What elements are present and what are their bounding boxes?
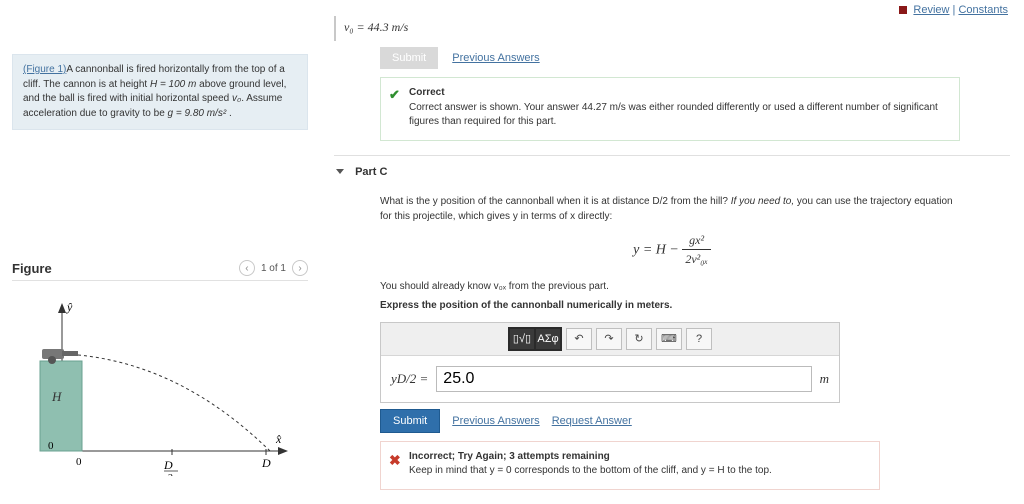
figure-link[interactable]: (Figure 1) (23, 64, 66, 75)
templates-button[interactable]: ▯√▯ (509, 328, 535, 350)
help-button[interactable]: ? (686, 328, 712, 350)
error-title: Incorrect; Try Again; 3 attempts remaini… (409, 450, 869, 465)
label-d-half: D (163, 458, 173, 472)
keyboard-button[interactable]: ⌨ (656, 328, 682, 350)
eq-den: 2v²₀ₓ (682, 250, 711, 269)
symbols-button[interactable]: ΑΣφ (535, 328, 561, 350)
undo-button[interactable]: ↶ (566, 328, 592, 350)
top-links: Review | Constants (899, 4, 1008, 16)
answer-panel: ▯√▯ ΑΣφ ↶ ↷ ↻ ⌨ ? yD/2 = m (380, 322, 840, 403)
part-c-header[interactable]: Part C (334, 155, 1010, 184)
summary-v0: v₀ (232, 93, 241, 104)
collapse-icon (336, 169, 344, 174)
q-note: You should already know v₀ₓ from the pre… (380, 279, 964, 295)
previous-answers-link[interactable]: Previous Answers (452, 52, 539, 64)
label-d: D (261, 456, 271, 470)
answer-label: yD/2 = (391, 371, 428, 387)
correct-body: Correct answer is shown. Your answer 44.… (409, 101, 949, 130)
review-link[interactable]: Review (913, 4, 949, 16)
check-icon: ✔ (389, 86, 400, 105)
label-h: H (51, 389, 62, 404)
previous-answer-display: v₀ = 44.3 m/s (334, 16, 854, 41)
svg-text:2: 2 (168, 473, 173, 476)
submit-button[interactable]: Submit (380, 409, 440, 433)
eq-lhs: y = H − (633, 242, 679, 257)
summary-g: g = 9.80 m/s² (168, 108, 227, 119)
request-answer-link[interactable]: Request Answer (552, 415, 632, 427)
axis-x-label: x̂ (275, 432, 282, 446)
previous-answer-value: v₀ = 44.3 m/s (344, 20, 408, 35)
redo-button[interactable]: ↷ (596, 328, 622, 350)
eq-num: gx² (682, 231, 711, 251)
submit-button-disabled: Submit (380, 47, 438, 69)
q-hint-lead: If you need to, (731, 196, 794, 207)
q-text-1: What is the y position of the cannonball… (380, 196, 731, 207)
summary-height: H = 100 m (150, 79, 196, 90)
pager-prev-button[interactable]: ‹ (239, 260, 255, 276)
trajectory-equation: y = H − gx² 2v²₀ₓ (380, 231, 964, 269)
q-instruction: Express the position of the cannonball n… (380, 298, 964, 314)
answer-unit: m (820, 371, 829, 387)
review-icon (899, 6, 907, 14)
summary-text-4: . (226, 108, 232, 119)
label-zero-y: 0 (48, 440, 54, 452)
figure-title: Figure (12, 261, 52, 276)
axis-y-label: ŷ (66, 300, 73, 314)
part-c-question: What is the y position of the cannonball… (380, 194, 964, 314)
label-zero-x: 0 (76, 456, 82, 468)
reset-button[interactable]: ↻ (626, 328, 652, 350)
top-divider: | (953, 4, 956, 16)
figure-pager: ‹ 1 of 1 › (239, 260, 308, 276)
part-c-title: Part C (355, 166, 387, 178)
problem-summary: (Figure 1)A cannonball is fired horizont… (12, 54, 308, 130)
figure-diagram: ŷ x̂ H 0 0 D (12, 291, 308, 479)
error-body: Keep in mind that y = 0 corresponds to t… (409, 464, 869, 479)
incorrect-feedback: ✖ Incorrect; Try Again; 3 attempts remai… (380, 441, 880, 490)
formula-toolbar: ▯√▯ ΑΣφ ↶ ↷ ↻ ⌨ ? (381, 323, 839, 356)
pager-next-button[interactable]: › (292, 260, 308, 276)
correct-feedback: ✔ Correct Correct answer is shown. Your … (380, 77, 960, 141)
answer-input[interactable] (436, 366, 811, 392)
correct-title: Correct (409, 86, 949, 101)
constants-link[interactable]: Constants (958, 4, 1008, 16)
error-icon: ✖ (389, 450, 401, 470)
pager-label: 1 of 1 (261, 263, 286, 274)
previous-answers-link-c[interactable]: Previous Answers (452, 415, 539, 427)
